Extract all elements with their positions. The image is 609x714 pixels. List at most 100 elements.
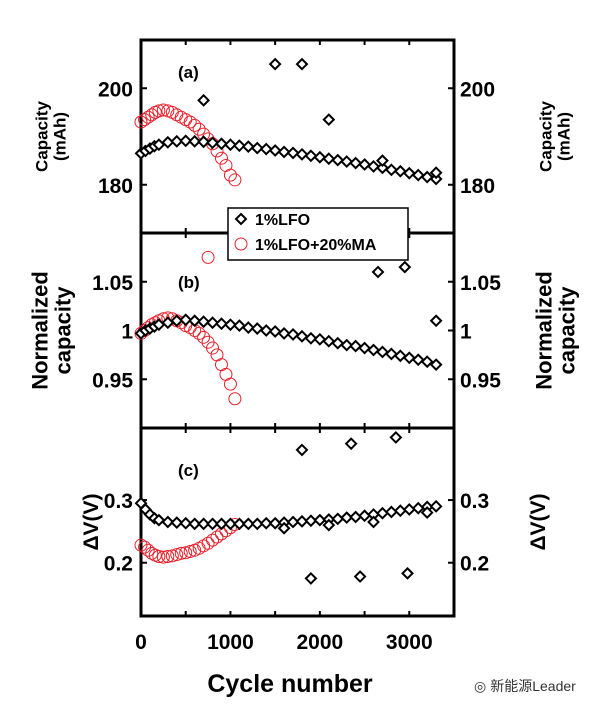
watermark: ◎ 新能源Leader <box>474 676 576 696</box>
data-point-lfo <box>367 343 380 357</box>
data-point-lfo-ma <box>152 549 166 563</box>
data-point-lfo-ma <box>210 530 224 544</box>
data-point-lfo <box>358 341 371 355</box>
data-point-lfo-ma <box>223 377 237 391</box>
data-point-lfo-ma <box>134 538 148 552</box>
data-point-lfo <box>295 329 309 343</box>
y-tick-label-left: 1.05 <box>92 272 133 295</box>
data-point-lfo <box>241 321 255 334</box>
data-point-lfo <box>170 516 184 530</box>
y-axis-label-left: Capacity <box>33 101 52 172</box>
y-tick-label-right: 0.3 <box>460 490 489 513</box>
data-point-lfo <box>313 332 327 346</box>
y-tick-label-left: 0.3 <box>104 490 133 513</box>
data-point-lfo <box>232 517 246 531</box>
data-point-lfo <box>259 324 273 337</box>
data-point-lfo <box>429 358 443 372</box>
data-point-lfo <box>268 144 282 157</box>
data-point-lfo <box>331 512 345 526</box>
panel-label: (a) <box>178 63 199 82</box>
data-point-lfo <box>268 516 282 530</box>
data-point-lfo-ma <box>145 546 159 560</box>
data-point-lfo <box>313 150 327 164</box>
data-point-lfo <box>420 506 434 520</box>
data-point-lfo <box>393 504 407 518</box>
data-point-lfo <box>179 313 193 327</box>
data-point-lfo-ma <box>174 110 188 124</box>
data-point-lfo <box>367 160 380 173</box>
data-point-lfo <box>402 166 416 180</box>
data-point-lfo <box>268 57 282 71</box>
data-point-lfo <box>206 517 219 531</box>
x-axis-label: Cycle number <box>207 670 373 698</box>
data-point-lfo-ma <box>206 533 220 547</box>
data-point-lfo <box>340 511 354 525</box>
data-point-lfo <box>401 566 414 580</box>
data-point-lfo <box>259 516 273 530</box>
y-tick-label-right: 1.05 <box>460 272 501 295</box>
data-point-lfo-ma <box>170 548 184 562</box>
data-point-lfo-ma <box>141 110 155 124</box>
data-point-lfo <box>179 516 193 530</box>
data-point-lfo-ma <box>197 330 211 344</box>
data-point-lfo <box>358 509 371 523</box>
data-point-lfo <box>295 147 309 161</box>
data-point-lfo <box>152 513 166 527</box>
legend-label-lfo: 1%LFO <box>255 212 310 229</box>
data-point-lfo <box>295 514 309 528</box>
data-point-lfo <box>232 319 246 333</box>
data-point-lfo <box>304 149 318 163</box>
data-point-lfo <box>429 314 443 328</box>
data-point-lfo-ma <box>161 549 175 563</box>
y-tick-label-left: 1 <box>121 321 133 344</box>
data-point-lfo <box>384 347 398 361</box>
data-point-lfo <box>376 161 389 175</box>
data-point-lfo <box>250 141 264 155</box>
panel-b <box>134 231 456 430</box>
x-tick-label: 1000 <box>207 631 254 654</box>
data-point-lfo <box>340 338 354 352</box>
data-point-lfo <box>304 331 318 345</box>
data-point-lfo <box>420 355 434 369</box>
data-point-lfo <box>349 339 363 353</box>
data-point-lfo <box>197 135 211 149</box>
panel-c <box>134 426 456 618</box>
data-point-lfo <box>224 138 237 152</box>
data-point-lfo <box>429 499 443 513</box>
data-point-lfo <box>241 140 255 154</box>
data-point-lfo <box>358 158 371 171</box>
data-point-lfo-ma <box>179 113 193 127</box>
data-point-lfo <box>286 515 300 529</box>
plot-frame <box>139 231 456 430</box>
data-point-lfo <box>376 345 389 359</box>
data-point-lfo <box>188 314 202 328</box>
data-point-lfo-ma <box>201 536 215 550</box>
data-point-lfo <box>322 113 336 127</box>
y-axis-label-left: Normalized <box>28 271 53 390</box>
data-point-lfo-ma <box>183 544 197 558</box>
panel-label: (b) <box>178 273 200 292</box>
data-point-lfo <box>322 152 336 166</box>
data-point-lfo <box>224 517 237 531</box>
y-tick-label-left: 0.95 <box>92 369 133 392</box>
data-point-lfo-ma <box>141 543 155 557</box>
x-tick-label: 3000 <box>386 631 433 654</box>
y-axis-label-right: (mAh) <box>555 112 574 161</box>
data-point-lfo <box>224 318 237 332</box>
data-point-lfo <box>286 146 300 160</box>
y-axis-label-right: Capacity <box>537 101 556 172</box>
data-point-lfo-ma <box>134 115 148 129</box>
data-point-lfo-ma <box>201 250 215 264</box>
data-point-lfo <box>393 349 407 363</box>
data-point-lfo <box>420 170 434 184</box>
data-point-lfo <box>206 136 219 150</box>
data-point-lfo-ma <box>138 113 152 127</box>
y-tick-label-right: 0.2 <box>460 553 489 576</box>
data-point-lfo <box>389 430 403 444</box>
data-point-lfo-ma <box>228 173 242 187</box>
data-point-lfo-ma <box>165 105 179 119</box>
data-point-lfo <box>367 515 380 529</box>
data-point-lfo <box>429 166 443 180</box>
data-point-lfo <box>376 154 389 168</box>
